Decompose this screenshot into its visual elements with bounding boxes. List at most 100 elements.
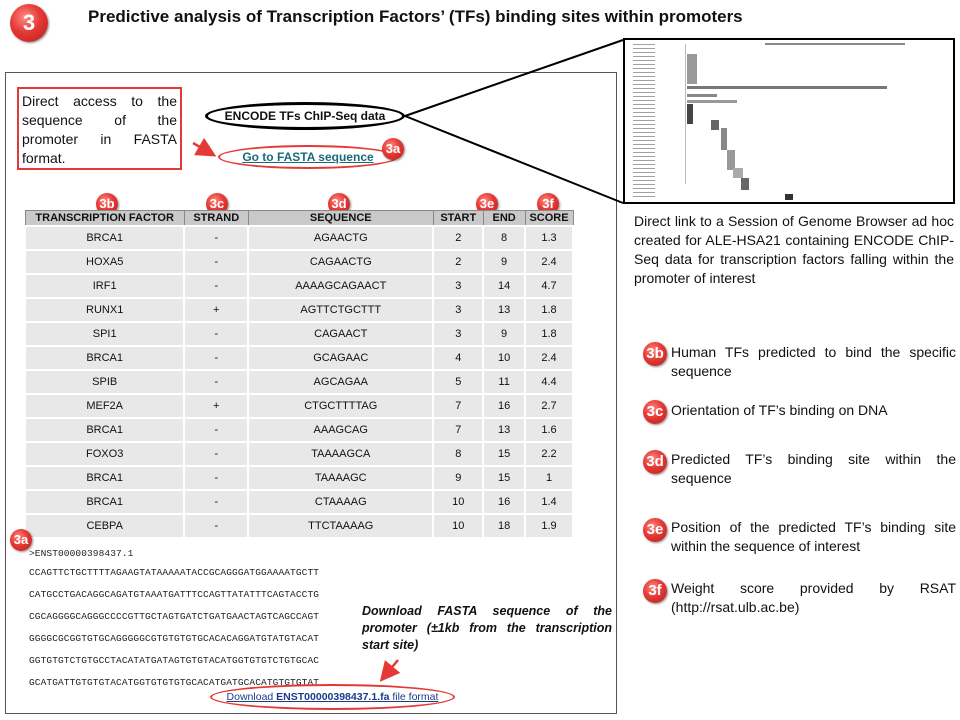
cell-score: 1.8 — [524, 321, 574, 347]
cell-score: 1.4 — [524, 489, 574, 515]
download-link-ellipse[interactable]: Download ENST00000398437.1.fa file forma… — [210, 684, 455, 710]
cell-strand: - — [183, 513, 250, 539]
page-title: Predictive analysis of Transcription Fac… — [88, 7, 743, 26]
cell-score: 2.2 — [524, 441, 574, 467]
fasta-line: GCATGATTGTGTGTACATGGTGTGTGTGCACATGATGCAC… — [29, 677, 320, 688]
cell-sequence: TAAAAGCA — [247, 441, 435, 467]
cell-tf: RUNX1 — [23, 297, 186, 323]
cell-start: 9 — [432, 465, 485, 491]
cell-strand: + — [183, 393, 250, 419]
cell-tf: BRCA1 — [23, 417, 186, 443]
cell-end: 16 — [482, 489, 527, 515]
fasta-line: GGTGTGTCTGTGCCTACATATGATAGTGTGTACATGGTGT… — [29, 655, 320, 666]
cell-tf: SPI1 — [23, 321, 186, 347]
col-header-score: SCORE — [524, 210, 574, 227]
table-row: BRCA1- GCAGAAC 4 10 2.4 — [23, 345, 574, 371]
table-row: RUNX1 + AGTTCTGCTTT 3 13 1.8 — [23, 297, 574, 323]
table-row: IRF1- AAAAGCAGAACT 3 14 4.7 — [23, 273, 574, 299]
cell-end: 18 — [482, 513, 527, 539]
cell-sequence: CTGCTTTTAG — [247, 393, 435, 419]
cell-strand: + — [183, 297, 250, 323]
cell-sequence: AAAGCAG — [247, 417, 435, 443]
fasta-note-box: Direct access to the sequence of the pro… — [17, 87, 182, 170]
gb-feature — [687, 86, 887, 89]
gb-feature — [721, 128, 727, 150]
fasta-line: GGGGCGCGGTGTGCAGGGGGCGTGTGTGTGCACACAGGAT… — [29, 633, 320, 644]
fasta-line: CATGCCTGACAGGCAGATGTAAATGATTTCCAGTTATATT… — [29, 589, 320, 600]
legend-text-3b: Human TFs predicted to bind the specific… — [671, 344, 956, 379]
cell-tf: BRCA1 — [23, 225, 186, 251]
tag-3c: 3c — [206, 193, 228, 215]
cell-start: 7 — [432, 393, 485, 419]
cell-strand: - — [183, 273, 250, 299]
gb-feature — [741, 178, 749, 190]
legend-tag-3e: 3e — [643, 518, 667, 542]
cell-score: 4.4 — [524, 369, 574, 395]
col-header-tf: TRANSCRIPTION FACTOR — [24, 210, 185, 227]
cell-end: 9 — [482, 249, 527, 275]
cell-strand: - — [183, 249, 250, 275]
cell-sequence: TTCTAAAAG — [247, 513, 435, 539]
tag-3a-link: 3a — [382, 138, 404, 160]
tag-3a-fasta: 3a — [10, 529, 32, 551]
table-row: FOXO3- TAAAAGCA 8 15 2.2 — [23, 441, 574, 467]
fasta-line: CCAGTTCTGCTTTTAGAAGTATAAAAATACCGCAGGGATG… — [29, 567, 320, 578]
fasta-link[interactable]: Go to FASTA sequence — [242, 150, 374, 164]
cell-strand: - — [183, 489, 250, 515]
cell-score: 4.7 — [524, 273, 574, 299]
cell-tf: BRCA1 — [23, 345, 186, 371]
table-row: SPI1- CAGAACT 3 9 1.8 — [23, 321, 574, 347]
cell-strand: - — [183, 225, 250, 251]
cell-sequence: TAAAAGC — [247, 465, 435, 491]
cell-start: 5 — [432, 369, 485, 395]
gb-labels-column — [633, 44, 655, 199]
cell-end: 13 — [482, 417, 527, 443]
cell-score: 1.6 — [524, 417, 574, 443]
download-note: Download FASTA sequence of the promoter … — [362, 604, 612, 652]
gb-feature — [687, 94, 717, 97]
cell-score: 1.8 — [524, 297, 574, 323]
fasta-link-ellipse[interactable]: Go to FASTA sequence — [218, 145, 398, 169]
cell-end: 15 — [482, 465, 527, 491]
gb-feature — [687, 54, 697, 84]
legend-tag-3c: 3c — [643, 400, 667, 424]
cell-end: 9 — [482, 321, 527, 347]
encode-label-ellipse[interactable]: ENCODE TFs ChIP-Seq data — [205, 102, 405, 130]
cell-start: 3 — [432, 273, 485, 299]
col-header-end: END — [482, 210, 526, 227]
cell-score: 1 — [524, 465, 574, 491]
encode-label: ENCODE TFs ChIP-Seq data — [224, 109, 386, 123]
cell-tf: BRCA1 — [23, 465, 186, 491]
tag-3b: 3b — [96, 193, 118, 215]
download-link[interactable]: Download ENST00000398437.1.fa file forma… — [227, 691, 439, 703]
col-header-strand: STRAND — [183, 210, 249, 227]
download-prefix: Download — [226, 691, 277, 703]
cell-sequence: AGCAGAA — [247, 369, 435, 395]
tag-3e: 3e — [476, 193, 498, 215]
cell-start: 2 — [432, 225, 485, 251]
cell-strand: - — [183, 369, 250, 395]
cell-tf: MEF2A — [23, 393, 186, 419]
table-row: BRCA1- TAAAAGC 9 15 1 — [23, 465, 574, 491]
cell-start: 2 — [432, 249, 485, 275]
cell-strand: - — [183, 345, 250, 371]
table-header-row: TRANSCRIPTION FACTOR STRAND SEQUENCE STA… — [24, 210, 574, 227]
cell-tf: BRCA1 — [23, 489, 186, 515]
cell-tf: SPIB — [23, 369, 186, 395]
gb-feature — [785, 194, 793, 200]
legend-tag-3f: 3f — [643, 579, 667, 603]
cell-end: 8 — [482, 225, 527, 251]
genome-browser-thumbnail[interactable] — [623, 38, 955, 204]
cell-sequence: GCAGAAC — [247, 345, 435, 371]
cell-end: 10 — [482, 345, 527, 371]
table-row: BRCA1- AGAACTG 2 8 1.3 — [23, 225, 574, 251]
cell-start: 10 — [432, 489, 485, 515]
table-body: BRCA1- AGAACTG 2 8 1.3 HOXA5- CAGAACTG 2 9 2.4 I… — [23, 225, 574, 539]
cell-start: 3 — [432, 297, 485, 323]
tag-3f: 3f — [537, 193, 559, 215]
table-row: MEF2A + CTGCTTTTAG 7 16 2.7 — [23, 393, 574, 419]
download-suffix: file format — [389, 691, 439, 703]
legend-text-3c: Orientation of TF’s binding on DNA — [671, 402, 888, 418]
cell-end: 13 — [482, 297, 527, 323]
legend-text-3e: Position of the predicted TF’s binding s… — [671, 519, 956, 554]
